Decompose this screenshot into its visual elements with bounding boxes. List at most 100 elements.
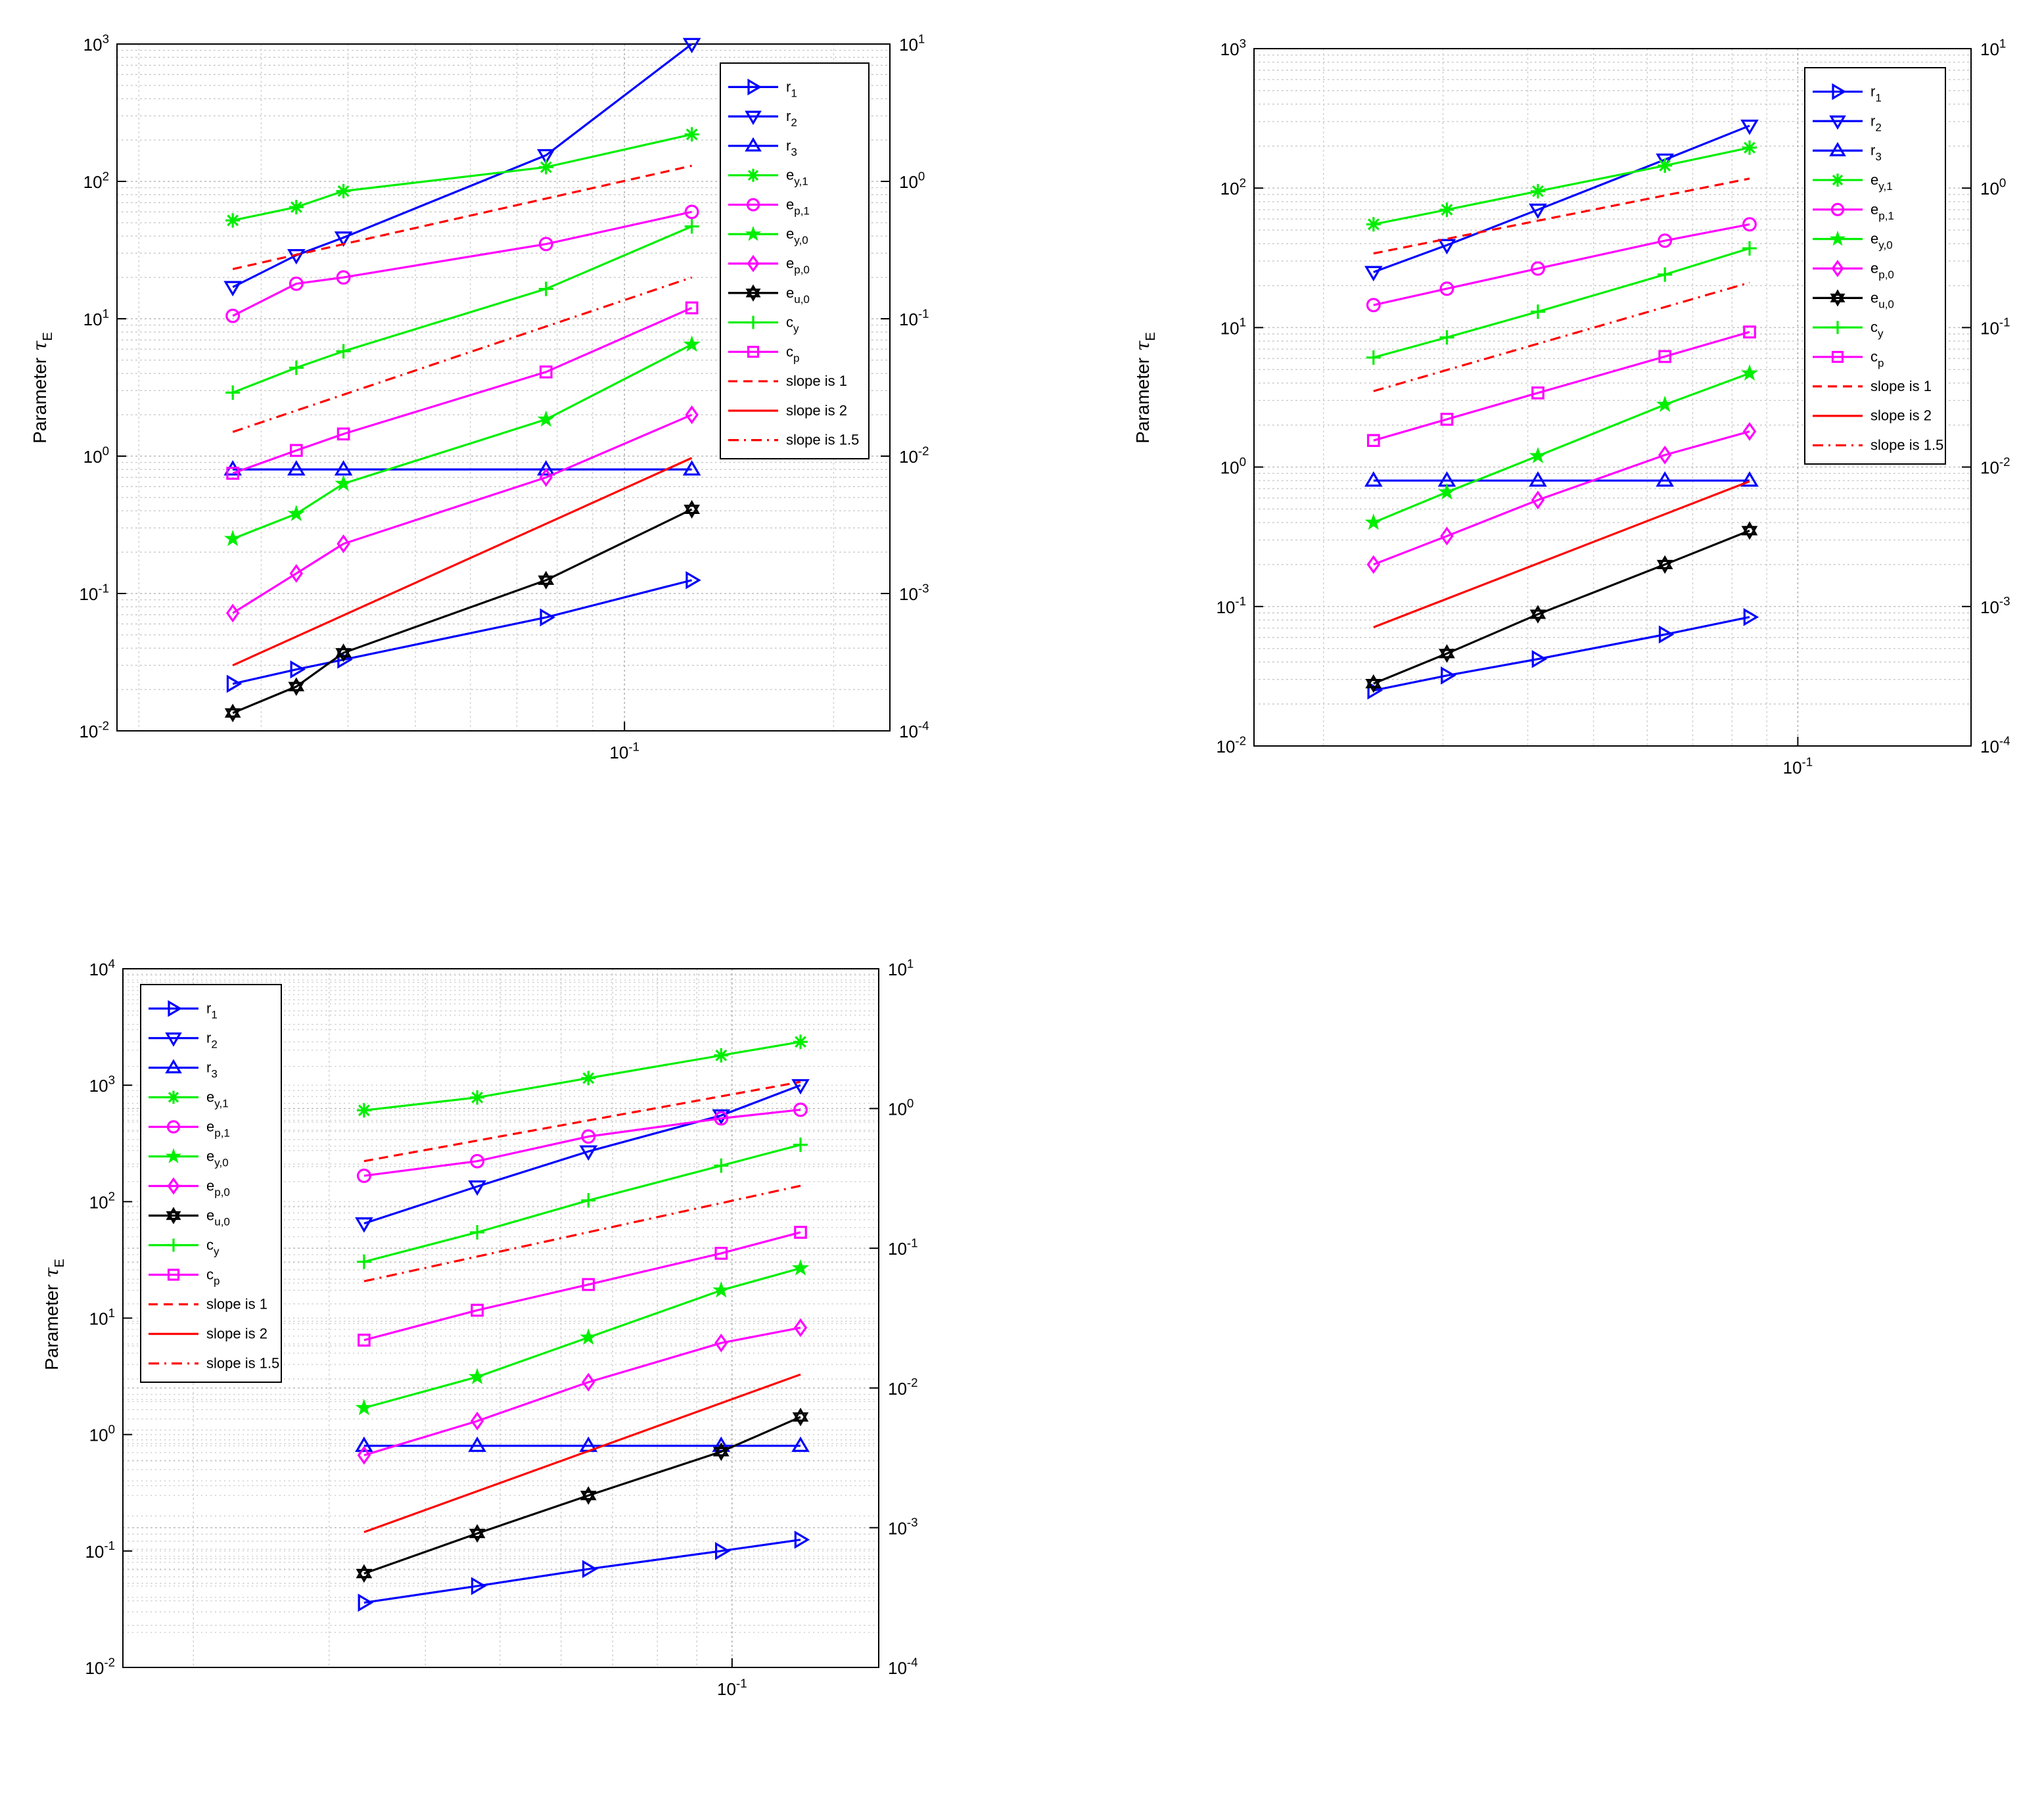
data-point-marker [471,1303,484,1317]
data-point-marker [223,281,242,296]
series-line [363,1326,801,1456]
tick-base: 10 [89,1309,108,1329]
data-point-marker [1742,140,1757,155]
tick-exponent: -3 [907,1516,918,1529]
legend-sub: 3 [791,146,797,158]
data-point-marker [1742,217,1757,232]
y-left-tick-label: 103 [89,1073,115,1096]
y-right-tick-label: 100 [1980,176,2006,199]
y-label-sub: E [53,1259,67,1267]
legend-entry-label: cy [786,314,799,335]
tick-exponent: -1 [628,739,639,753]
y-left-tick-label: 10-1 [85,1539,115,1562]
data-point-marker [538,281,553,296]
data-point-marker [1364,471,1383,487]
data-point-marker [536,149,555,165]
data-point-marker [1364,513,1382,530]
legend-entry-label: ey,1 [786,167,808,188]
data-point-marker [165,1148,182,1163]
data-point-marker [225,603,240,623]
y-right-tick-label: 100 [888,1096,914,1119]
chart-panel-a: 10-210-110010110210310-410-310-210-11001… [29,32,929,762]
legend-sub: p,1 [214,1127,230,1140]
data-point-marker [684,219,699,234]
legend-entry-label: ep,0 [786,255,810,276]
data-point-marker [1658,158,1673,173]
series-line [232,457,693,666]
x-tick-label: 10-1 [1783,755,1813,778]
data-point-marker [356,1103,371,1118]
data-point-marker [355,1217,373,1233]
legend-entry-label: cp [206,1267,220,1288]
data-point-marker [580,1328,597,1345]
data-point-marker [1658,350,1672,363]
y-label-sub: E [41,332,55,340]
legend-name: e [206,1207,214,1224]
data-point-marker [336,183,351,198]
tick-exponent: 1 [1999,36,2006,50]
data-point-marker [794,1226,807,1239]
tick-base: 10 [1980,597,1999,617]
data-point-marker [1441,666,1456,685]
axes-frame [116,43,891,732]
tick-exponent: 0 [907,1096,914,1110]
data-point-marker [356,1564,373,1579]
tick-exponent: -1 [1802,755,1813,768]
data-point-marker [225,385,241,400]
legend-name: r [786,137,791,154]
data-point-marker [224,708,241,722]
tick-base: 10 [899,35,918,55]
data-point-marker [1366,434,1380,448]
data-point-marker [685,570,701,590]
legend-sub: y,0 [794,234,808,246]
data-point-marker [1656,471,1674,487]
legend-entry-label: cy [206,1237,220,1258]
tick-base: 10 [899,722,918,741]
data-point-marker [745,225,762,241]
tick-base: 10 [899,172,918,192]
tick-exponent: -4 [918,718,929,732]
legend-name: c [206,1237,214,1253]
data-point-marker [746,198,760,212]
tick-exponent: -3 [918,581,929,595]
data-point-marker [470,1153,485,1169]
data-point-marker [745,289,761,302]
tick-exponent: 1 [1240,315,1246,329]
data-point-marker [167,1090,180,1104]
y-left-tick-label: 100 [1220,455,1246,478]
legend-entry-label: ey,1 [206,1089,229,1110]
legend-name: r [786,108,791,124]
data-point-marker [714,1111,729,1126]
data-point-marker [745,284,761,298]
tick-base: 10 [1220,318,1240,338]
data-point-marker [166,1120,181,1134]
tick-exponent: -2 [98,718,109,732]
tick-base: 10 [899,447,918,467]
legend-entry-label: slope is 1 [1870,378,1932,394]
data-point-marker [165,1059,182,1074]
tick-base: 10 [1220,179,1240,198]
data-point-marker [712,1109,731,1125]
data-point-marker [1740,364,1759,381]
data-point-marker [468,1180,486,1196]
data-point-marker [1740,471,1759,487]
tick-base: 10 [83,447,103,467]
data-point-marker [288,682,305,696]
legend-sub: 1 [791,87,797,99]
data-point-marker [336,344,351,359]
data-point-marker [224,703,241,718]
legend-entry-label: eu,0 [206,1207,230,1228]
legend-sub: y,0 [214,1157,228,1169]
data-point-marker [714,1048,729,1063]
series-line [232,43,693,289]
tick-exponent: -1 [907,1236,918,1250]
data-point-marker [1440,526,1454,546]
data-point-marker [225,308,241,323]
data-point-marker [166,1207,181,1221]
data-point-marker [1658,233,1673,248]
data-point-marker [1366,217,1381,232]
legend-entry-label: ep,1 [206,1119,230,1140]
legend-name: c [786,314,793,331]
y-left-axis-label: Parameter τE [1132,332,1158,444]
y-left-tick-label: 103 [1220,36,1246,59]
